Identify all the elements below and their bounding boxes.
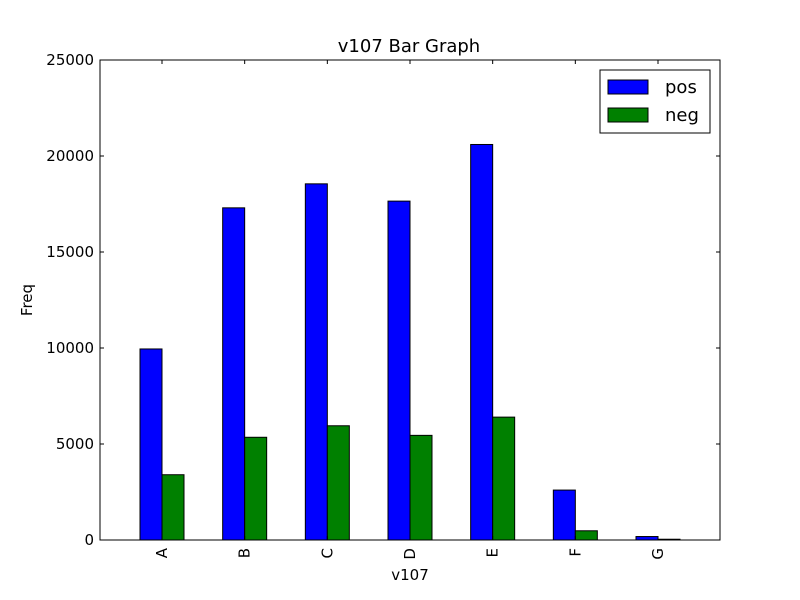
x-axis: A B C D E F G xyxy=(153,60,667,560)
bars-group xyxy=(139,143,681,541)
x-tick-label: C xyxy=(318,548,336,558)
legend-swatch-neg xyxy=(607,107,649,123)
x-tick-label: D xyxy=(401,548,419,560)
legend-label-neg: neg xyxy=(665,105,699,126)
y-tick-label: 20000 xyxy=(46,147,94,165)
bar-pos-A xyxy=(139,348,163,541)
x-tick-label: A xyxy=(153,547,171,558)
x-tick-label: B xyxy=(236,548,254,558)
bar-neg-E xyxy=(492,416,516,541)
x-tick-label: E xyxy=(484,548,502,557)
plot-frame xyxy=(99,59,721,541)
x-axis-label: v107 xyxy=(391,566,429,584)
chart-title: v107 Bar Graph xyxy=(338,36,480,57)
legend-label-pos: pos xyxy=(665,77,697,98)
bar-neg-B xyxy=(244,436,268,541)
legend: pos neg xyxy=(599,69,711,134)
y-tick-label: 15000 xyxy=(46,243,94,261)
bar-pos-C xyxy=(304,183,328,541)
y-axis-label: Freq xyxy=(18,284,36,316)
bar-neg-C xyxy=(326,425,350,541)
y-tick-label: 5000 xyxy=(56,435,94,453)
bar-pos-D xyxy=(387,200,411,541)
x-tick-label: F xyxy=(566,548,584,557)
x-tick-label: G xyxy=(649,548,667,560)
bar-pos-F xyxy=(552,489,576,541)
y-tick-label: 10000 xyxy=(46,339,94,357)
bar-pos-E xyxy=(470,143,494,541)
y-axis: 0 5000 10000 15000 20000 25000 xyxy=(46,51,720,549)
y-tick-label: 25000 xyxy=(46,51,94,69)
legend-swatch-pos xyxy=(607,79,649,95)
y-tick-label: 0 xyxy=(84,531,94,549)
bar-pos-G xyxy=(635,536,659,541)
bar-pos-B xyxy=(222,207,246,541)
bar-neg-D xyxy=(409,434,433,541)
bar-neg-A xyxy=(161,474,185,541)
bar-neg-F xyxy=(574,530,598,541)
